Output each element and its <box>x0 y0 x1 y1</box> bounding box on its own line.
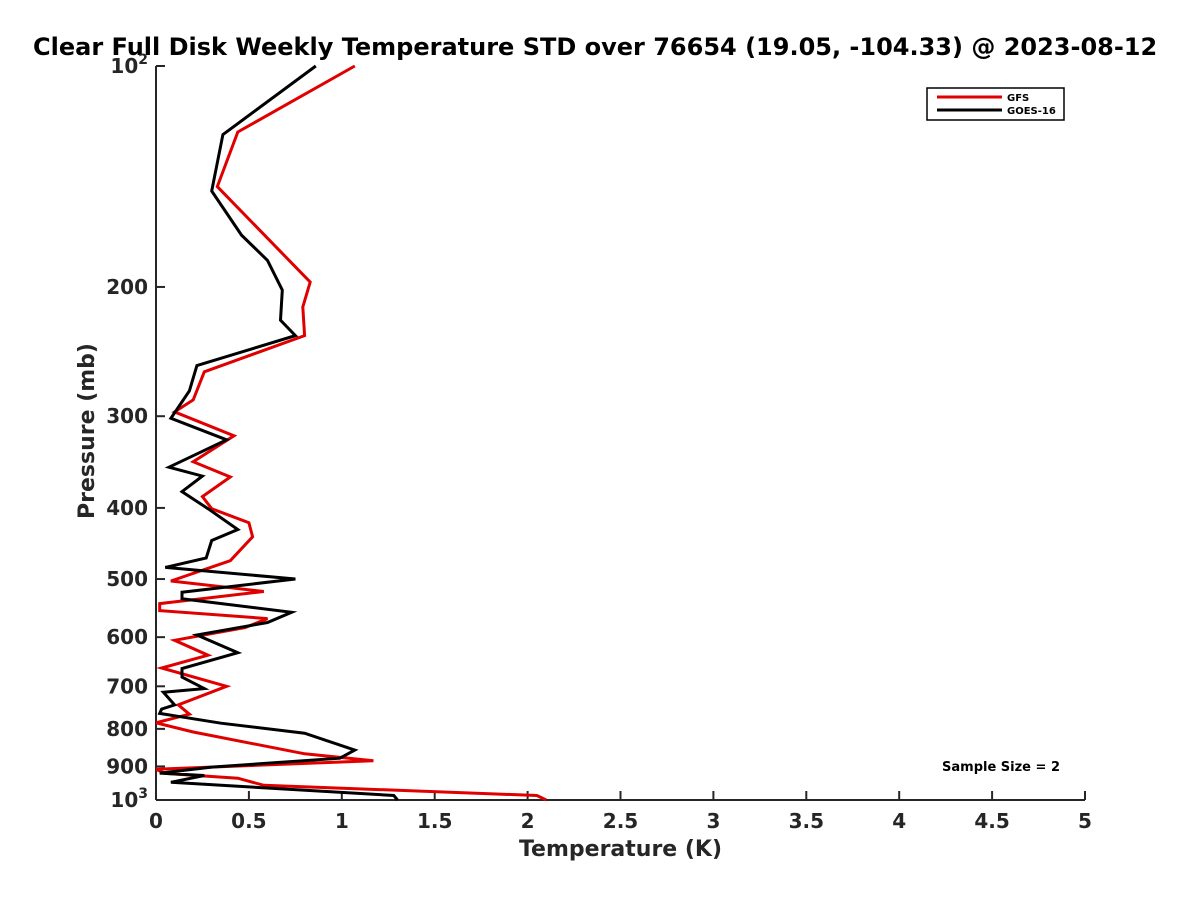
legend-box <box>926 87 1065 121</box>
y-tick-label: 800 <box>106 717 148 741</box>
y-axis: 102 200 300 400 500 600 700 800 900 103 <box>106 52 165 812</box>
x-tick-label: 0 <box>149 809 163 833</box>
legend-label: GOES-16 <box>1007 106 1056 117</box>
y-tick-label: 900 <box>106 754 148 778</box>
x-tick-label: 4.5 <box>974 809 1009 833</box>
y-tick-label: 500 <box>106 567 148 591</box>
x-tick-label: 2 <box>521 809 535 833</box>
y-tick-label: 103 <box>110 786 148 812</box>
x-tick-label: 1.5 <box>417 809 452 833</box>
sample-size-annotation: Sample Size = 2 <box>942 760 1060 775</box>
x-axis-title: Temperature (K) <box>519 837 722 862</box>
y-tick-label: 300 <box>106 404 148 428</box>
x-tick-label: 5 <box>1078 809 1092 833</box>
x-tick-label: 2.5 <box>603 809 638 833</box>
series-line-gfs <box>156 64 547 802</box>
y-tick-label: 700 <box>106 674 148 698</box>
x-tick-label: 3.5 <box>789 809 824 833</box>
y-tick-label: 400 <box>106 496 148 520</box>
x-tick-label: 1 <box>335 809 349 833</box>
series-layer <box>156 64 547 802</box>
x-axis: 0 0.5 1 1.5 2 2.5 3 3.5 4 4.5 5 <box>149 791 1092 833</box>
x-tick-label: 3 <box>706 809 720 833</box>
y-tick-label: 600 <box>106 625 148 649</box>
y-tick-label: 200 <box>106 275 148 299</box>
series-line-goes-16 <box>157 64 399 801</box>
y-tick-label: 102 <box>110 52 148 78</box>
chart-title: Clear Full Disk Weekly Temperature STD o… <box>33 33 1157 61</box>
x-tick-label: 4 <box>892 809 906 833</box>
y-axis-title: Pressure (mb) <box>75 343 100 519</box>
x-tick-label: 0.5 <box>231 809 266 833</box>
legend-label: GFS <box>1007 93 1029 104</box>
legend: GFS GOES-16 <box>926 87 1065 121</box>
